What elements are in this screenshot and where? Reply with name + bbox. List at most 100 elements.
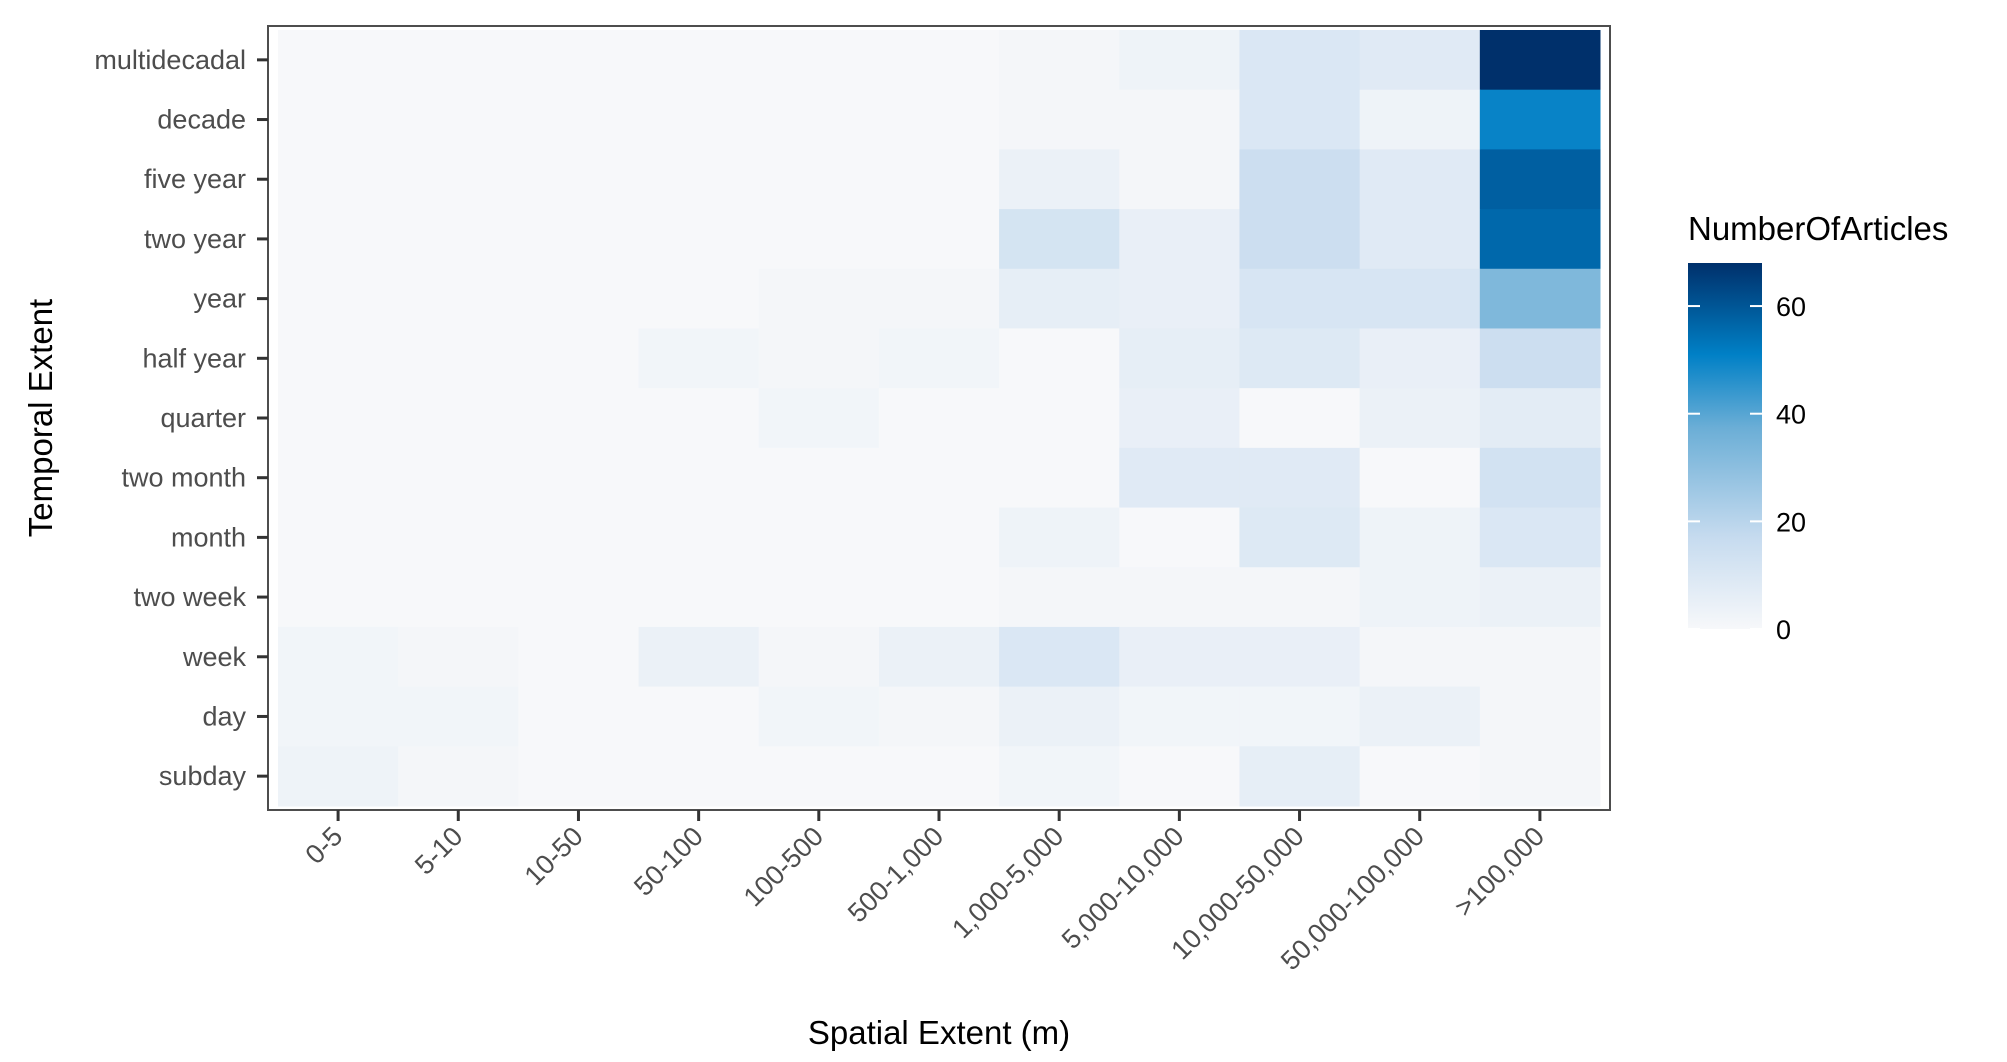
heatmap-cell <box>1479 746 1601 807</box>
heatmap-cell <box>638 746 760 807</box>
heatmap-cell <box>1359 626 1481 688</box>
heatmap-cell <box>1479 388 1601 449</box>
heatmap-cell <box>638 268 760 329</box>
heatmap-cell <box>518 89 640 150</box>
heatmap-cell <box>1119 268 1240 329</box>
heatmap-cell <box>758 328 880 389</box>
heatmap-cell <box>398 447 519 509</box>
heatmap-cell <box>1479 209 1601 270</box>
heatmap-cell <box>1119 388 1240 449</box>
heatmap-cell <box>638 626 760 688</box>
heatmap-cell <box>278 746 399 807</box>
heatmap-cell <box>398 30 519 91</box>
heatmap-cell <box>518 447 640 509</box>
heatmap-cell <box>1479 268 1601 329</box>
heatmap-cell <box>758 626 880 688</box>
heatmap-cell <box>878 507 1000 568</box>
heatmap-cell <box>1239 626 1361 688</box>
heatmap-cell <box>1239 328 1361 389</box>
heatmap-cell <box>999 328 1120 389</box>
heatmap-cell <box>878 89 1000 150</box>
heatmap-cell <box>999 507 1120 568</box>
heatmap-cell <box>1359 209 1481 270</box>
heatmap-cell <box>278 149 399 210</box>
heatmap-cell <box>1239 268 1361 329</box>
legend-title: NumberOfArticles <box>1688 210 1948 247</box>
heatmap-cell <box>398 567 519 628</box>
heatmap-cell <box>1479 30 1601 91</box>
y-tick-label: month <box>171 522 246 552</box>
heatmap-cell <box>878 567 1000 628</box>
x-tick-label: 1,000-5,000 <box>946 821 1069 944</box>
y-tick-label: week <box>182 642 247 672</box>
heatmap-cell <box>1239 30 1361 91</box>
heatmap-cell <box>878 746 1000 807</box>
heatmap-cell <box>1479 626 1601 688</box>
x-tick-label: 500-1,000 <box>842 821 949 928</box>
heatmap-cell <box>878 626 1000 688</box>
x-tick-label: >100,000 <box>1449 821 1550 922</box>
heatmap-cell <box>638 507 760 568</box>
legend-tick-label: 60 <box>1776 292 1806 322</box>
heatmap-cell <box>758 567 880 628</box>
y-axis: multidecadal decade five year two year year h… <box>94 45 268 791</box>
heatmap-cell <box>878 268 1000 329</box>
heatmap-cell <box>278 268 399 329</box>
heatmap-cell <box>1239 686 1361 747</box>
heatmap-cell <box>878 209 1000 270</box>
heatmap-cell <box>758 447 880 509</box>
x-tick-label: 100-500 <box>738 821 829 912</box>
heatmap-cell <box>278 89 399 150</box>
heatmap-cell <box>278 567 399 628</box>
y-tick-label: year <box>193 284 246 314</box>
heatmap-cell <box>1359 567 1481 628</box>
x-axis-title: Spatial Extent (m) <box>808 1014 1070 1051</box>
heatmap-cell <box>999 388 1120 449</box>
heatmap-cell <box>638 89 760 150</box>
y-tick-label: day <box>202 701 246 731</box>
heatmap-cell <box>758 149 880 210</box>
heatmap-cell <box>398 209 519 270</box>
heatmap-cell <box>638 149 760 210</box>
heatmap-cell <box>999 209 1120 270</box>
heatmap-cell <box>1359 30 1481 91</box>
heatmap-cell <box>1359 746 1481 807</box>
heatmap-cell <box>878 388 1000 449</box>
y-tick-label: decade <box>157 105 246 135</box>
y-tick-label: two week <box>133 582 246 612</box>
heatmap-cell <box>1359 447 1481 509</box>
heatmap-cell <box>398 328 519 389</box>
heatmap-cell <box>1119 746 1240 807</box>
heatmap-cell <box>758 209 880 270</box>
heatmap-cell <box>758 686 880 747</box>
heatmap-cell <box>1479 507 1601 568</box>
heatmap-cell <box>278 447 399 509</box>
y-tick-label: half year <box>142 343 246 373</box>
heatmap-cell <box>1479 89 1601 150</box>
heatmap-cell <box>278 388 399 449</box>
heatmap-cell <box>1119 89 1240 150</box>
legend-tick-label: 20 <box>1776 507 1806 537</box>
heatmap-cell <box>518 149 640 210</box>
heatmap-cell <box>758 388 880 449</box>
heatmap-cell <box>1239 149 1361 210</box>
heatmap-cell <box>398 746 519 807</box>
x-tick-label: 5,000-10,000 <box>1056 821 1190 955</box>
heatmap-cell <box>999 149 1120 210</box>
heatmap-cell <box>1119 209 1240 270</box>
heatmap-cells <box>278 30 1601 807</box>
heatmap-cell <box>1119 686 1240 747</box>
heatmap-cell <box>1239 209 1361 270</box>
x-tick-label: 5-10 <box>409 821 468 880</box>
heatmap-cell <box>518 626 640 688</box>
legend-tick-label: 0 <box>1776 615 1791 645</box>
heatmap-cell <box>278 209 399 270</box>
x-axis: 0-5 5-10 10-50 50-100 100-500 500-1,0001,000-… <box>300 810 1550 976</box>
y-axis-title: Temporal Extent <box>22 299 59 537</box>
heatmap-cell <box>878 149 1000 210</box>
heatmap-cell <box>1359 149 1481 210</box>
legend-colorbar <box>1688 263 1762 629</box>
heatmap-cell <box>1359 268 1481 329</box>
